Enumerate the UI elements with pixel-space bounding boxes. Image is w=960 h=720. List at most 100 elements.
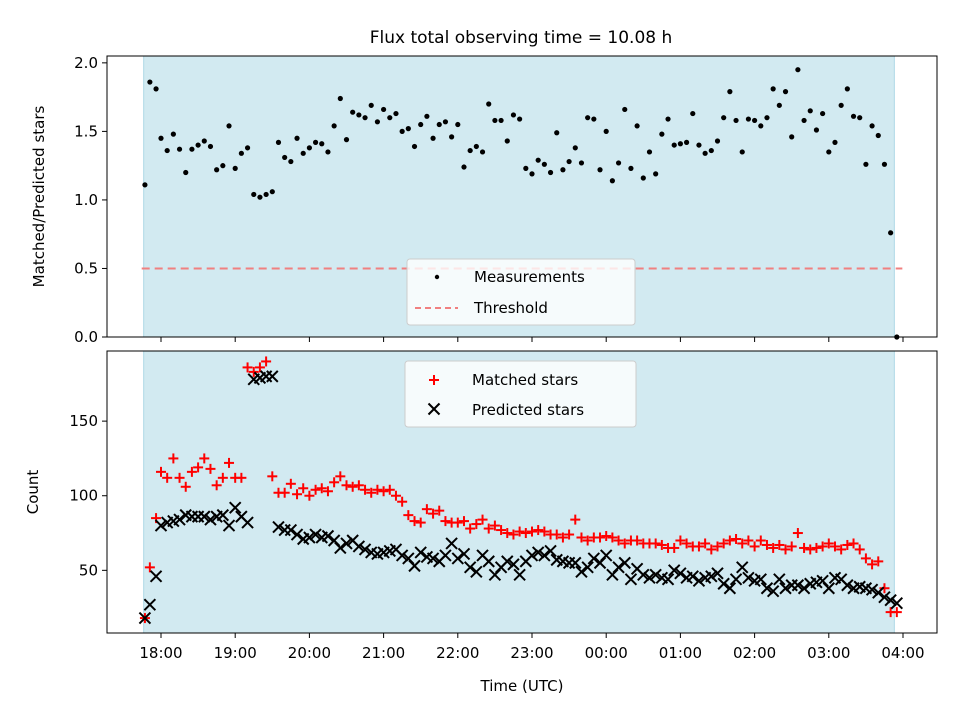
x-tick-label: 19:00 bbox=[214, 644, 257, 662]
predicted-star-point bbox=[470, 565, 483, 579]
measurement-point bbox=[578, 160, 585, 166]
y-tick-label: 1.0 bbox=[74, 191, 98, 209]
measurement-point bbox=[263, 191, 269, 198]
measurement-point bbox=[399, 128, 405, 134]
measurement-point bbox=[504, 138, 510, 144]
predicted-star-point bbox=[674, 567, 687, 580]
measurement-point bbox=[721, 115, 727, 121]
predicted-star-point bbox=[414, 546, 427, 559]
matched-star-point bbox=[873, 556, 884, 567]
matched-star-point bbox=[415, 517, 426, 528]
measurement-point bbox=[164, 147, 170, 154]
predicted-star-point bbox=[204, 513, 217, 526]
predicted-star-point bbox=[272, 520, 285, 534]
predicted-star-point bbox=[618, 556, 631, 570]
matched-star-point bbox=[669, 542, 680, 553]
predicted-star-point bbox=[711, 567, 724, 580]
measurement-point bbox=[282, 154, 288, 161]
measurement-point bbox=[195, 142, 201, 148]
matched-star-point bbox=[322, 486, 333, 497]
measurement-point bbox=[585, 115, 591, 121]
measurement-point bbox=[424, 113, 430, 119]
measurement-point bbox=[801, 117, 807, 124]
matched-star-point bbox=[267, 471, 278, 482]
matched-star-point bbox=[205, 463, 216, 474]
measurement-point bbox=[776, 102, 782, 108]
predicted-star-point bbox=[173, 513, 186, 526]
measurement-point bbox=[455, 121, 461, 128]
matched-star-point bbox=[595, 532, 606, 543]
matched-star-point bbox=[712, 541, 723, 552]
measurement-point bbox=[708, 147, 714, 154]
matched-star-point bbox=[749, 541, 760, 552]
predicted-star-point bbox=[408, 559, 421, 573]
measurement-point bbox=[535, 157, 541, 163]
measurement-point bbox=[881, 161, 888, 167]
top-legend-box bbox=[406, 258, 636, 326]
measurement-point bbox=[838, 102, 844, 108]
measurement-point bbox=[147, 79, 153, 85]
measurement-point bbox=[615, 160, 622, 166]
matched-star-point bbox=[236, 472, 247, 483]
predicted-star-point bbox=[587, 552, 601, 565]
measurement-point bbox=[671, 142, 677, 148]
matched-star-point bbox=[168, 453, 179, 464]
predicted-star-point bbox=[198, 510, 211, 523]
measurement-point bbox=[510, 112, 517, 118]
predicted-star-point bbox=[303, 531, 316, 544]
predicted-star-point bbox=[872, 586, 885, 599]
measurement-point bbox=[591, 116, 597, 122]
predicted-star-point bbox=[742, 571, 755, 585]
matched-star-point bbox=[854, 544, 865, 555]
predicted-star-point bbox=[352, 540, 366, 553]
matched-star-point bbox=[199, 453, 210, 464]
top-legend: Measurements Threshold bbox=[406, 258, 636, 326]
measurement-point bbox=[325, 149, 331, 155]
measurement-point bbox=[374, 119, 381, 125]
predicted-star-point bbox=[266, 370, 279, 383]
measurement-point bbox=[547, 169, 554, 176]
x-tick-label: 21:00 bbox=[362, 644, 405, 662]
count-panel: 50 100 150 18:00 19:00 20:00 21:00 22:00 23:00 0… bbox=[24, 350, 938, 695]
measurement-point bbox=[634, 123, 640, 129]
predicted-star-point bbox=[890, 596, 904, 610]
measurement-point bbox=[683, 139, 690, 145]
measurement-point bbox=[411, 143, 418, 150]
matched-star-point bbox=[254, 362, 265, 373]
matched-star-point bbox=[842, 539, 853, 550]
measurement-point bbox=[572, 145, 578, 151]
matched-star-point bbox=[292, 489, 303, 500]
matched-star-point bbox=[743, 535, 754, 546]
matched-star-point bbox=[242, 362, 253, 373]
matched-star-point bbox=[508, 529, 519, 540]
matched-star-point bbox=[156, 466, 166, 477]
legend-plus-glyph bbox=[429, 375, 439, 385]
matched-star-point bbox=[811, 542, 822, 553]
y-tick-label: 0.5 bbox=[74, 259, 98, 277]
measurement-point bbox=[863, 161, 869, 167]
measurement-point bbox=[597, 167, 603, 173]
x-tick-label: 03:00 bbox=[807, 644, 850, 662]
matched-star-point bbox=[471, 519, 482, 530]
predicted-star-point bbox=[544, 544, 557, 558]
measurement-point bbox=[659, 131, 665, 137]
bottom-y-axis-ticks: 50 100 150 bbox=[69, 412, 107, 579]
matched-star-point bbox=[768, 542, 779, 553]
predicted-star-point bbox=[791, 579, 805, 592]
matched-star-point bbox=[527, 526, 537, 537]
measurement-points bbox=[142, 67, 900, 340]
predicted-star-point bbox=[766, 585, 780, 598]
matched-star-point bbox=[353, 480, 364, 491]
x-tick-label: 02:00 bbox=[733, 644, 776, 662]
measurement-point bbox=[473, 143, 479, 150]
measurement-point bbox=[158, 135, 164, 141]
predicted-star-point bbox=[624, 573, 638, 586]
matched-star-point bbox=[347, 481, 358, 492]
measurement-point bbox=[405, 126, 411, 132]
legend-matched-label: Matched stars bbox=[472, 371, 578, 389]
predicted-star-point bbox=[507, 558, 520, 571]
predicted-star-point bbox=[575, 565, 588, 579]
matched-star-point bbox=[576, 532, 587, 543]
matched-star-point bbox=[557, 532, 568, 543]
predicted-star-point bbox=[668, 564, 681, 577]
